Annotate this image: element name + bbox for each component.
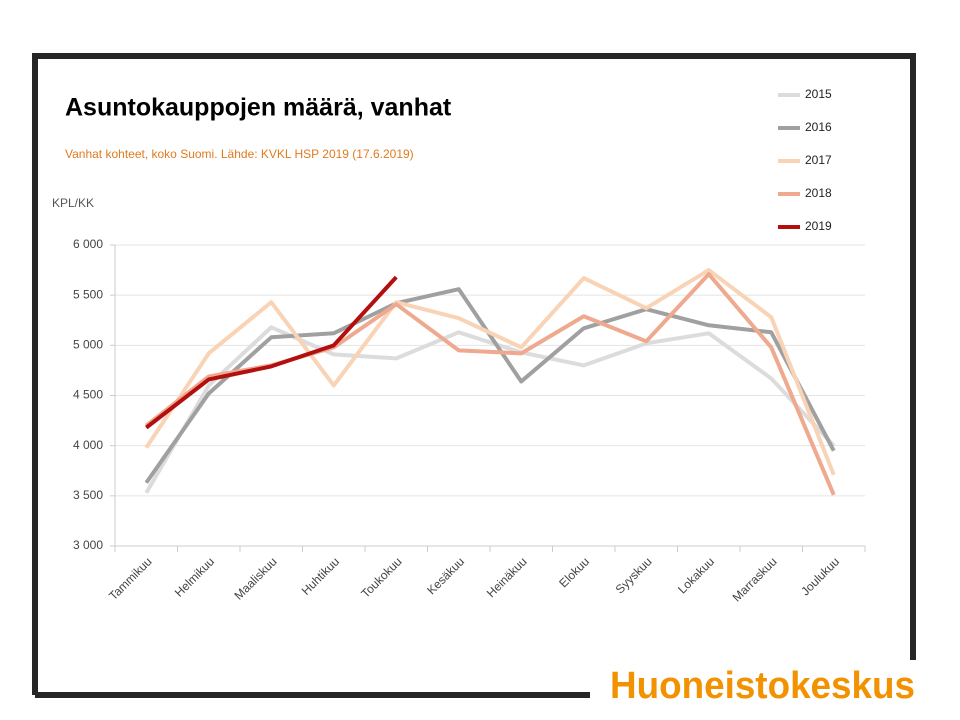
- x-tick-label: Maaliskuu: [232, 554, 280, 602]
- x-tick-label: Tammikuu: [106, 554, 155, 603]
- x-tick-label: Syyskuu: [613, 554, 655, 596]
- series-line: [145, 275, 398, 430]
- legend-label: 2015: [805, 87, 832, 101]
- x-tick-label: Kesäkuu: [424, 554, 467, 597]
- x-tick-label: Toukokuu: [358, 554, 404, 600]
- y-tick-label: 5 500: [73, 287, 103, 301]
- y-axis-label: KPL/KK: [52, 196, 94, 210]
- x-tick-label: Joulukuu: [798, 554, 842, 598]
- logo: Huoneistokeskus: [610, 665, 915, 707]
- series-line: [144, 268, 836, 476]
- y-tick-label: 4 500: [73, 388, 103, 402]
- chart-title: Asuntokauppojen määrä, vanhat: [65, 94, 452, 122]
- x-tick-label: Lokakuu: [675, 554, 717, 596]
- x-tick-label: Huhtikuu: [299, 554, 342, 597]
- legend-label: 2019: [805, 219, 832, 233]
- y-tick-label: 5 000: [73, 338, 103, 352]
- series-line: [145, 272, 836, 496]
- chart-subtitle: Vanhat kohteet, koko Suomi. Lähde: KVKL …: [65, 147, 414, 161]
- series-line: [144, 287, 836, 484]
- y-tick-label: 4 000: [73, 438, 103, 452]
- series-line: [144, 325, 836, 494]
- y-tick-label: 3 500: [73, 488, 103, 502]
- x-tick-label: Elokuu: [556, 554, 592, 590]
- y-tick-label: 6 000: [73, 237, 103, 251]
- frame: [32, 53, 916, 698]
- legend-label: 2016: [805, 120, 832, 134]
- x-tick-label: Marraskuu: [730, 554, 780, 604]
- legend-label: 2017: [805, 153, 832, 167]
- x-tick-label: Helmikuu: [172, 554, 217, 599]
- x-tick-label: Heinäkuu: [484, 554, 530, 600]
- y-tick-label: 3 000: [73, 538, 103, 552]
- legend-label: 2018: [805, 186, 832, 200]
